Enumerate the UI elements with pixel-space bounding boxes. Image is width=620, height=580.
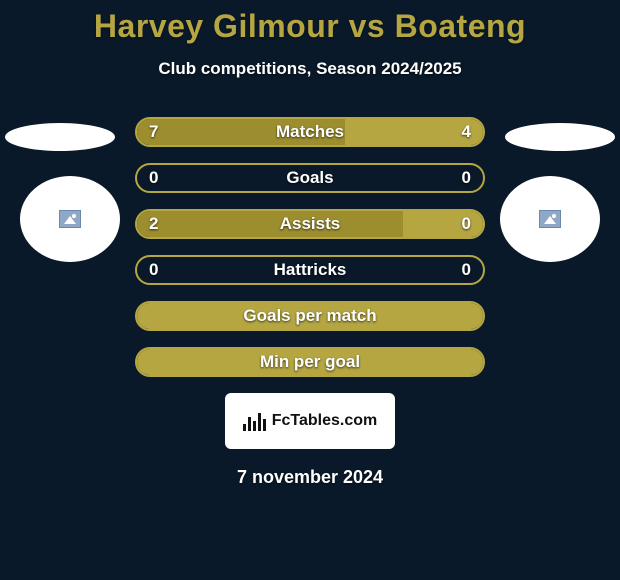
stat-label: Goals — [137, 165, 483, 191]
stat-label: Goals per match — [137, 303, 483, 329]
date-text: 7 november 2024 — [0, 467, 620, 488]
stat-row: Min per goal — [135, 347, 485, 377]
player-right-ellipse — [505, 123, 615, 151]
stats-list: 74Matches 00Goals 20Assists 00Hattricks Goal… — [135, 117, 485, 377]
subtitle: Club competitions, Season 2024/2025 — [0, 59, 620, 79]
stat-row: 74Matches — [135, 117, 485, 147]
stat-row: 20Assists — [135, 209, 485, 239]
player-right-placeholder-icon — [539, 210, 561, 228]
stat-row: 00Goals — [135, 163, 485, 193]
badge-text: FcTables.com — [272, 412, 378, 430]
stat-label: Assists — [137, 211, 483, 237]
source-badge: FcTables.com — [225, 393, 395, 449]
stat-label: Hattricks — [137, 257, 483, 283]
page-title: Harvey Gilmour vs Boateng — [0, 8, 620, 45]
badge-bars-icon — [243, 411, 266, 431]
player-left-ellipse — [5, 123, 115, 151]
stat-label: Min per goal — [137, 349, 483, 375]
stat-label: Matches — [137, 119, 483, 145]
stat-row: Goals per match — [135, 301, 485, 331]
player-left-placeholder-icon — [59, 210, 81, 228]
stat-row: 00Hattricks — [135, 255, 485, 285]
